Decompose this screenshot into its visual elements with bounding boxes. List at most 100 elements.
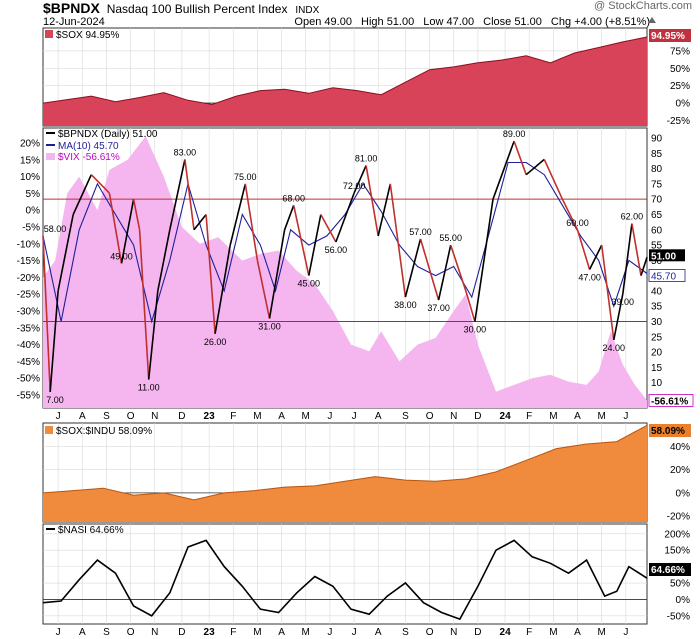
x-axis-tick-label: M [549, 411, 557, 422]
x-axis-tick-label: A [574, 627, 581, 638]
ma10-last-badge [648, 269, 686, 282]
vix-left-tick-label: -30% [17, 307, 40, 318]
chg-value: +4.00 (+8.51%) [574, 16, 650, 28]
x-axis-tick-label: S [402, 627, 409, 638]
x-axis-tick-label: M [302, 627, 310, 638]
x-axis-tick-label: J [327, 411, 332, 422]
vix-left-tick-label: 10% [20, 172, 40, 183]
nasi-line [42, 539, 648, 621]
bpndx-right-tick-label: 55 [651, 241, 663, 252]
bpndx-value-annotation: 72.00 [343, 181, 366, 191]
panel-bpndx: 58.00 7.00 49.00 11.00 83.00 26.00 75.00 31.00 6… [17, 127, 694, 409]
bpndx-value-annotation: 81.00 [355, 154, 378, 164]
sox-tick-label: 25% [670, 81, 690, 92]
sox-indu-line [42, 424, 648, 501]
bpndx-line-segment [389, 183, 407, 298]
bpndx-line-segment [229, 183, 247, 246]
bpndx-line-segment [256, 260, 271, 319]
x-axis-tick-label: N [151, 627, 158, 638]
x-axis-tick-label: A [278, 627, 285, 638]
bpndx-line-segment [588, 244, 603, 270]
sox-last-badge [649, 29, 691, 42]
bpndx-line-segment [631, 223, 642, 276]
vix-left-tick-label: -35% [17, 323, 40, 334]
bpndx-line-segment [543, 159, 564, 200]
bpndx-legend: $BPNDX (Daily) 51.00 [58, 129, 158, 140]
sox-indu-area [43, 425, 647, 522]
nasi-tick-label: 50% [670, 579, 690, 590]
x-axis-tick-label: D [474, 411, 481, 422]
nasi-tick-label: 0% [676, 595, 691, 606]
high-value: 51.00 [386, 16, 415, 28]
bpndx-value-annotation: 31.00 [258, 322, 281, 332]
low-value: 47.00 [446, 16, 475, 28]
x-axis-tick-label: J [327, 627, 332, 638]
bpndx-right-tick-label: 80 [651, 164, 663, 175]
x-axis-bpndx: J A S O N D 23 F M A M J J A S O N D 24 F M A M J [56, 411, 629, 422]
x-axis-nasi: J A S O N D 23 F M A M J J A S O N D 24 F M A M J [56, 627, 629, 638]
bpndx-line-segment [214, 244, 231, 334]
x-axis-tick-label: F [526, 627, 532, 638]
sox-tick-label: 75% [670, 46, 690, 57]
x-axis-tick-label: O [127, 627, 135, 638]
bpndx-line-segment [561, 198, 579, 231]
sox-indu-tick-label: -20% [667, 512, 690, 523]
panel-sox-indu: 40% 20% 0% -20% $SOX:$INDU 58.09% 58.09% [42, 422, 691, 523]
bpndx-line-segment [42, 235, 51, 392]
x-axis-tick-label: F [230, 627, 236, 638]
scroll-up-icon[interactable] [648, 17, 656, 23]
x-axis-tick-label: 24 [500, 411, 512, 422]
bpndx-value-annotation: 7.00 [46, 395, 64, 405]
x-axis-tick-label: J [623, 411, 628, 422]
bpndx-line-segment [320, 214, 337, 243]
vix-last-label: -56.61% [651, 396, 688, 407]
x-axis-tick-label: A [574, 411, 581, 422]
x-axis-tick-label: S [402, 411, 409, 422]
bpndx-line-segment [72, 174, 93, 215]
bpndx-value-annotation: 49.00 [110, 251, 133, 261]
x-axis-tick-label: F [526, 411, 532, 422]
vix-legend: $VIX -56.61% [58, 152, 120, 163]
x-axis-tick-label: O [426, 411, 434, 422]
vix-left-tick-label: -20% [17, 273, 40, 284]
x-axis-tick-label: J [623, 627, 628, 638]
x-axis-tick-label: D [178, 411, 185, 422]
bpndx-value-annotation: 56.00 [325, 245, 348, 255]
vix-left-tick-label: -25% [17, 290, 40, 301]
x-axis-tick-label: N [450, 411, 457, 422]
x-axis-tick-label: J [56, 627, 61, 638]
vix-left-tick-label: -50% [17, 374, 40, 385]
symbol: $BPNDX [43, 0, 100, 16]
bpndx-line-segment [90, 174, 110, 194]
x-axis-tick-label: A [79, 411, 86, 422]
bpndx-line-segment [184, 159, 195, 230]
vix-left-tick-label: 5% [26, 189, 41, 200]
nasi-tick-label: -50% [667, 611, 690, 622]
vix-left-tick-label: -40% [17, 340, 40, 351]
bpndx-right-tick-label: 75 [651, 179, 663, 190]
bpndx-right-tick-label: 35 [651, 302, 663, 313]
bpndx-line-segment [157, 229, 171, 292]
exchange: INDX [295, 5, 320, 16]
bpndx-value-annotation: 55.00 [439, 233, 462, 243]
bpndx-line-segment [377, 183, 392, 237]
bpndx-right-tick-label: 40 [651, 286, 663, 297]
high-label: High [361, 16, 384, 28]
sox-area [43, 37, 647, 126]
sox-legend: $SOX 94.95% [56, 30, 119, 41]
x-axis-tick-label: D [178, 627, 185, 638]
bpndx-value-annotation: 24.00 [603, 343, 626, 353]
bpndx-last-badge [649, 249, 685, 262]
bpndx-line-segment [353, 165, 367, 194]
bpndx-line-segment [283, 205, 295, 231]
x-axis-tick-label: D [474, 627, 481, 638]
bpndx-value-annotation: 75.00 [234, 172, 257, 182]
bpndx-right-tick-label: 15 [651, 363, 663, 374]
bpndx-right-tick-label: 60 [651, 225, 663, 236]
x-axis-tick-label: 23 [204, 411, 216, 422]
bpndx-line-segment [120, 199, 135, 264]
sox-indu-legend: $SOX:$INDU 58.09% [56, 426, 152, 437]
watermark: @ StockCharts.com [594, 0, 692, 12]
vix-left-tick-label: -10% [17, 239, 40, 250]
